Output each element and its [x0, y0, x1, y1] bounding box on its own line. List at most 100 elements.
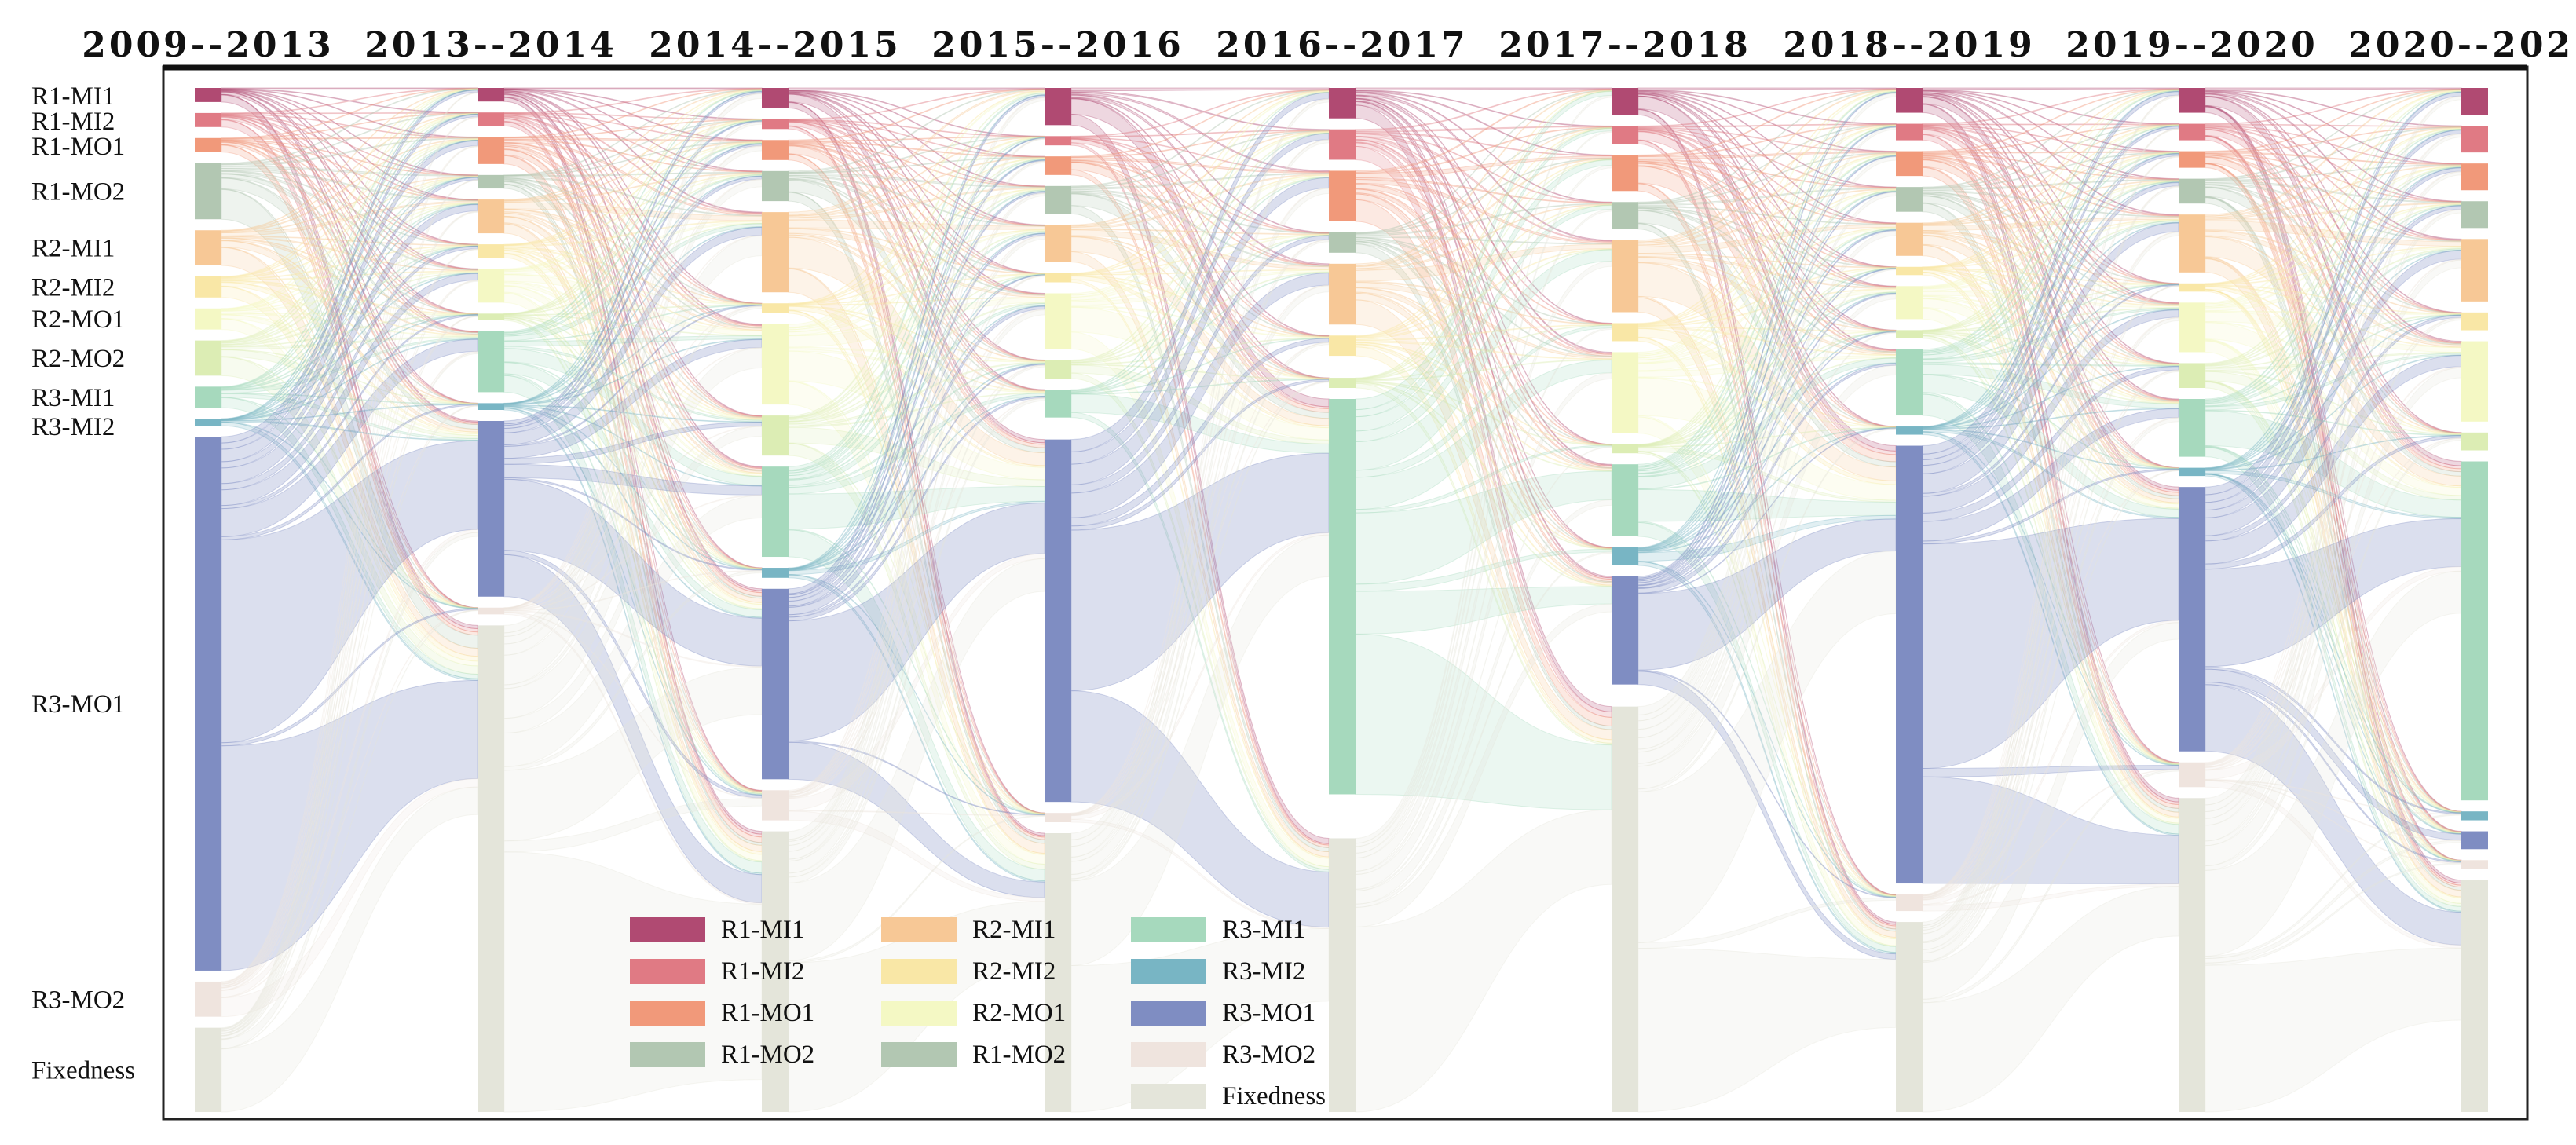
flow-1-fixedness-to-r3-mo1	[503, 666, 763, 842]
node-7-r3-mo1	[2179, 487, 2205, 752]
legend-swatch-r3-mi1	[1131, 917, 1206, 942]
legend-swatch-r2-mo1	[881, 1001, 957, 1026]
flow-2-r2-mi1-to-r1-mi1	[788, 89, 1045, 216]
node-5-r1-mo2	[1612, 202, 1638, 229]
category-label-r3-mo1: R3-MO1	[31, 690, 125, 719]
node-3-r2-mo2	[1045, 360, 1071, 379]
node-3-r1-mo2	[1045, 185, 1071, 214]
node-3-r1-mi1	[1045, 88, 1071, 126]
flow-4-r2-mi1-to-r2-mi1	[1355, 243, 1612, 282]
node-7-r1-mi2	[2179, 123, 2205, 141]
flow-7-r3-mo1-to-r2-mi1	[2205, 250, 2462, 536]
node-6-r2-mo1	[1896, 286, 1923, 320]
node-8-r1-mo2	[2461, 201, 2488, 229]
node-7-r2-mo2	[2179, 363, 2205, 388]
node-1-r1-mi2	[478, 112, 504, 126]
node-5-r3-mi1	[1612, 464, 1638, 536]
flow-5-r2-mi1-to-r1-mo2	[1637, 188, 1897, 248]
node-5-r3-mo1	[1612, 576, 1638, 685]
node-7-r2-mi1	[2179, 214, 2205, 273]
node-3-r1-mo1	[1045, 156, 1071, 175]
node-6-r1-mo2	[1896, 187, 1923, 212]
node-2-r1-mo2	[762, 170, 789, 202]
legend-label-r1-mo2: R1-MO2	[972, 1041, 1066, 1069]
node-8-r3-mo1	[2461, 831, 2488, 850]
node-5-r1-mi2	[1612, 126, 1638, 144]
category-label-r3-mo2: R3-MO2	[31, 986, 125, 1014]
category-label-r2-mo2: R2-MO2	[31, 345, 125, 373]
node-2-r1-mi2	[762, 119, 789, 130]
flow-2-fixedness-to-r3-mo1	[788, 558, 1045, 961]
category-label-r2-mo1: R2-MO1	[31, 305, 125, 334]
node-7-r1-mi1	[2179, 88, 2205, 113]
node-2-r1-mi1	[762, 88, 789, 108]
node-5-r3-mi2	[1612, 547, 1638, 565]
flows-layer	[221, 87, 2462, 1113]
legend-label-r3-mo1: R3-MO1	[1222, 999, 1315, 1027]
category-label-r1-mi2: R1-MI2	[31, 108, 115, 136]
node-0-r2-mo1	[195, 308, 221, 330]
node-4-r1-mi1	[1329, 88, 1356, 119]
node-4-r3-mi1	[1329, 399, 1356, 795]
flow-5-r2-mi1-to-r2-mi1	[1637, 224, 1897, 254]
legend-swatch-r1-mi1	[630, 917, 705, 942]
node-4-r2-mi1	[1329, 263, 1356, 325]
node-2-r2-mi1	[762, 212, 789, 293]
node-8-r2-mi2	[2461, 312, 2488, 331]
node-1-r2-mi2	[478, 244, 504, 258]
node-8-r2-mo2	[2461, 432, 2488, 451]
node-1-r1-mo1	[478, 137, 504, 164]
node-4-fixedness	[1329, 838, 1356, 1112]
node-3-r2-mo1	[1045, 293, 1071, 349]
flow-4-r3-mi1-to-r3-mo1	[1355, 586, 1612, 635]
node-6-r2-mi2	[1896, 266, 1923, 276]
flow-4-r3-mi1-to-r2-mi1	[1355, 249, 1612, 471]
node-2-fixedness	[762, 831, 789, 1112]
node-6-r3-mi2	[1896, 426, 1923, 435]
flow-0-fixedness-to-fixedness	[221, 786, 478, 1113]
node-1-r3-mo2	[478, 607, 504, 615]
category-label-fixedness: Fixedness	[31, 1056, 135, 1085]
node-5-r1-mo1	[1612, 155, 1638, 192]
node-0-r2-mi1	[195, 230, 221, 265]
node-1-fixedness	[478, 625, 504, 1112]
node-6-r1-mi2	[1896, 123, 1923, 141]
node-0-r1-mo2	[195, 163, 221, 220]
flow-3-r1-mo2-to-r1-mi2	[1070, 130, 1330, 188]
node-0-r3-mi1	[195, 386, 221, 408]
node-6-r1-mi1	[1896, 88, 1923, 113]
node-3-r2-mi1	[1045, 225, 1071, 262]
period-label-2013-2014: 2013--2014	[364, 25, 617, 65]
node-8-r3-mi1	[2461, 461, 2488, 801]
period-label-2017-2018: 2017--2018	[1498, 25, 1751, 65]
node-1-r1-mo2	[478, 174, 504, 189]
node-0-r3-mi2	[195, 419, 221, 426]
node-2-r3-mo1	[762, 588, 789, 780]
flow-7-r3-mo1-to-r3-mi1	[2205, 518, 2462, 668]
legend-swatch-r1-mo1	[630, 1001, 705, 1026]
flow-3-fixedness-to-r3-mi1	[1070, 534, 1330, 967]
node-1-r2-mo1	[478, 269, 504, 303]
flow-7-fixedness-to-r3-mi1	[2205, 570, 2462, 957]
node-5-r2-mi1	[1612, 240, 1638, 313]
flow-4-fixedness-to-r2-mi1	[1355, 260, 1612, 872]
flow-6-r3-mo1-to-r3-mo1	[1922, 518, 2179, 770]
legend-swatch-r1-mo2	[630, 1042, 705, 1067]
flow-7-r3-mo1-to-r2-mo1	[2205, 354, 2462, 565]
legend-label-r2-mi2: R2-MI2	[972, 957, 1056, 986]
node-2-r1-mo1	[762, 140, 789, 160]
node-2-r3-mi2	[762, 568, 789, 578]
node-1-r3-mo1	[478, 421, 504, 597]
node-7-r3-mi2	[2179, 467, 2205, 477]
category-label-r2-mi2: R2-MI2	[31, 273, 115, 302]
period-label-2009-2013: 2009--2013	[82, 25, 334, 65]
nodes-layer	[195, 88, 2488, 1112]
flow-4-fixedness-to-fixedness	[1355, 809, 1612, 1113]
node-8-r1-mi1	[2461, 88, 2488, 115]
node-1-r2-mo2	[478, 313, 504, 320]
node-5-r2-mo1	[1612, 352, 1638, 433]
node-5-r2-mi2	[1612, 323, 1638, 342]
category-label-r3-mi2: R3-MI2	[31, 413, 115, 441]
flow-5-fixedness-to-r3-mo1	[1637, 550, 1897, 943]
